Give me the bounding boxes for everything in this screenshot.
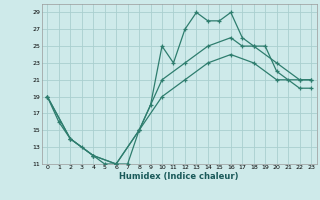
- X-axis label: Humidex (Indice chaleur): Humidex (Indice chaleur): [119, 172, 239, 181]
